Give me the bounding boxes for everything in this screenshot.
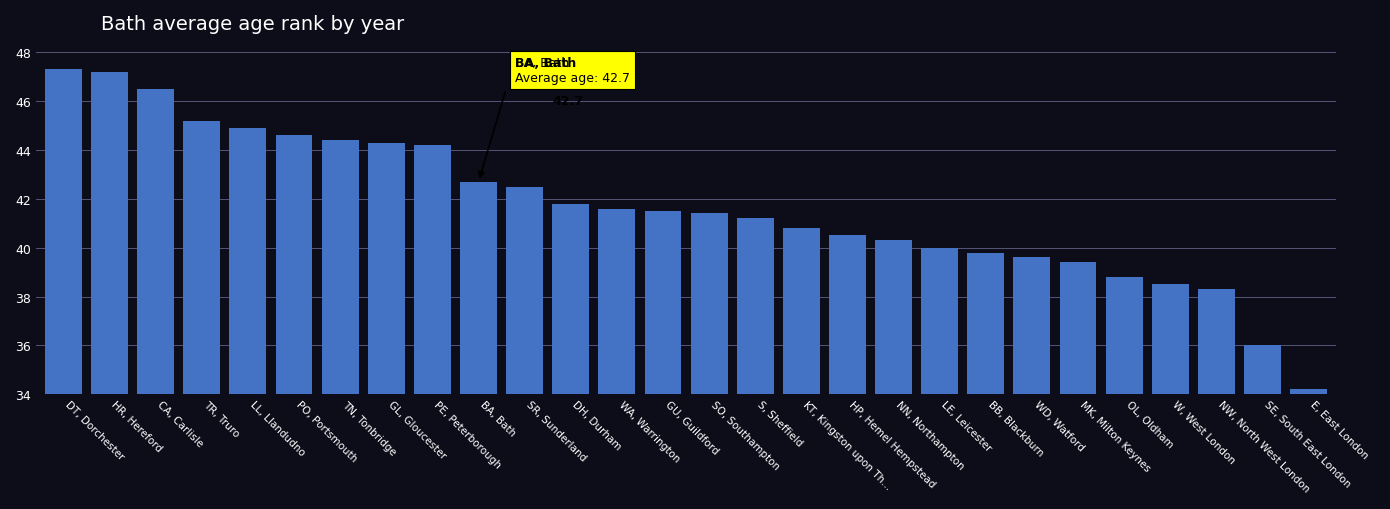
Bar: [92, 73, 128, 509]
Bar: [1013, 258, 1051, 509]
Text: BA, Bath: BA, Bath: [516, 57, 577, 85]
Bar: [460, 182, 498, 509]
Bar: [1290, 389, 1327, 509]
Bar: [138, 90, 174, 509]
Bar: [1105, 277, 1143, 509]
Bar: [1198, 290, 1234, 509]
Bar: [876, 241, 912, 509]
Text: 42.7: 42.7: [553, 95, 584, 108]
Bar: [783, 229, 820, 509]
Bar: [229, 129, 267, 509]
Bar: [1152, 285, 1188, 509]
Bar: [275, 136, 313, 509]
Bar: [967, 253, 1004, 509]
Bar: [737, 219, 774, 509]
Bar: [1244, 346, 1282, 509]
Bar: [599, 209, 635, 509]
Bar: [368, 144, 404, 509]
Bar: [321, 141, 359, 509]
Bar: [183, 122, 220, 509]
Bar: [552, 204, 589, 509]
Bar: [645, 212, 681, 509]
Bar: [922, 248, 958, 509]
Bar: [691, 214, 727, 509]
Text: Bath average age rank by year: Bath average age rank by year: [100, 15, 404, 34]
Bar: [1059, 263, 1097, 509]
Bar: [414, 146, 450, 509]
Bar: [506, 187, 543, 509]
Bar: [44, 70, 82, 509]
Bar: [828, 236, 866, 509]
Text: BA, Bath
Average age: 42.7: BA, Bath Average age: 42.7: [516, 57, 631, 85]
